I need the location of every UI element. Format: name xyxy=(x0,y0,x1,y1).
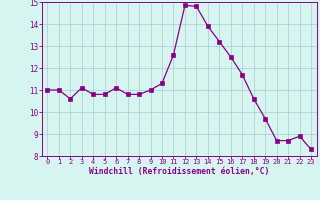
X-axis label: Windchill (Refroidissement éolien,°C): Windchill (Refroidissement éolien,°C) xyxy=(89,167,269,176)
